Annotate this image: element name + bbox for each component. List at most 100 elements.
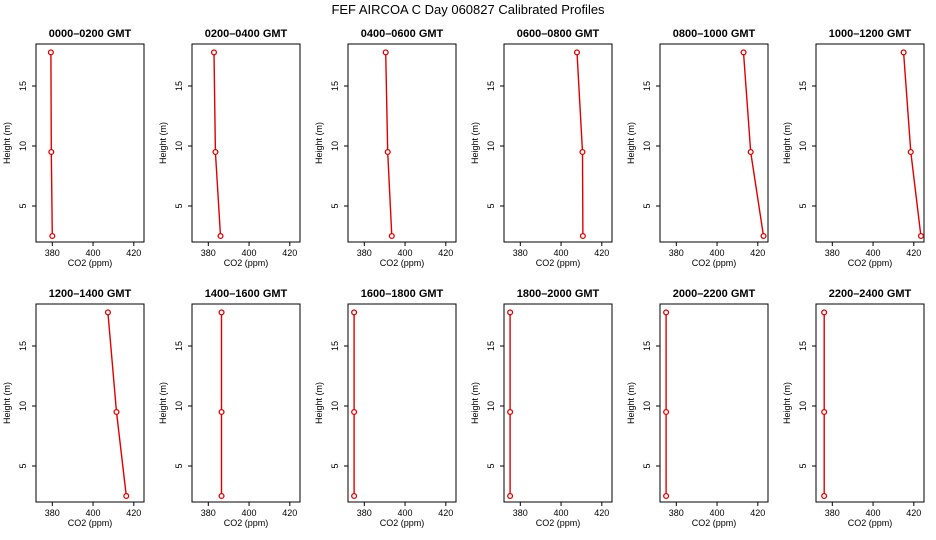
y-tick-label: 10 (486, 401, 496, 411)
y-tick-label: 15 (486, 341, 496, 351)
y-axis-label: Height (m) (626, 382, 636, 424)
profile-line (385, 52, 393, 237)
panel-title: 2000–2200 GMT (673, 288, 756, 300)
y-tick-label: 5 (798, 463, 808, 468)
y-tick-label: 15 (642, 81, 652, 91)
x-tick-label: 400 (86, 248, 101, 258)
panel-11: 2000–2200 GMT 380 400 420 5 10 15 CO2 (ppm) Heig… (626, 288, 769, 528)
profile-line (213, 52, 222, 237)
panel-7: 1200–1400 GMT 380 400 420 5 10 15 CO2 (ppm) Heig… (2, 288, 145, 528)
y-tick-label: 5 (330, 203, 340, 208)
x-tick-label: 380 (357, 248, 372, 258)
x-tick-label: 400 (398, 508, 413, 518)
y-tick-label: 10 (642, 141, 652, 151)
x-tick-label: 380 (45, 248, 60, 258)
profile-point (663, 309, 670, 316)
x-tick-label: 380 (201, 508, 216, 518)
panel-title: 1200–1400 GMT (49, 288, 132, 300)
plot-frame (503, 43, 613, 243)
profile-point (351, 492, 358, 500)
plot-frame (35, 303, 145, 503)
y-tick-label: 15 (798, 341, 808, 351)
y-tick-label: 15 (330, 81, 340, 91)
x-tick-label: 380 (45, 508, 60, 518)
y-axis-label: Height (m) (470, 382, 480, 424)
profile-point (49, 232, 56, 240)
panel-1: 0000–0200 GMT 380 400 420 5 10 15 CO2 (ppm) Heig… (2, 28, 145, 268)
x-tick-label: 420 (282, 248, 297, 258)
plot-frame (191, 43, 301, 243)
x-tick-label: 400 (710, 248, 725, 258)
profile-line (576, 52, 584, 237)
x-axis-label: CO2 (ppm) (848, 518, 893, 528)
x-axis-label: CO2 (ppm) (536, 258, 581, 268)
y-tick-label: 15 (18, 341, 28, 351)
panel-12: 2200–2400 GMT 380 400 420 5 10 15 CO2 (ppm) Heig… (782, 288, 925, 528)
profile-point (821, 492, 828, 500)
profile-point (212, 148, 219, 156)
profile-point (382, 49, 389, 56)
profile-line (107, 312, 127, 497)
panel-4: 0600–0800 GMT 380 400 420 5 10 15 CO2 (ppm) Heig… (470, 28, 613, 268)
profile-point (351, 309, 358, 316)
profile-point (663, 492, 670, 500)
profile-point (907, 148, 914, 156)
panel-9: 1600–1800 GMT 380 400 420 5 10 15 CO2 (ppm) Heig… (314, 288, 457, 528)
y-tick-label: 5 (486, 203, 496, 208)
y-tick-label: 10 (642, 401, 652, 411)
plot-frame (659, 43, 769, 243)
profile-point (217, 232, 224, 240)
profile-point (388, 232, 395, 240)
profile-point (917, 232, 924, 240)
panel-title: 0200–0400 GMT (205, 28, 288, 40)
x-tick-label: 420 (438, 508, 453, 518)
y-axis-label: Height (m) (2, 382, 12, 424)
profile-point (104, 309, 111, 316)
x-axis-label: CO2 (ppm) (380, 258, 425, 268)
x-axis-label: CO2 (ppm) (848, 258, 893, 268)
panel-title: 1600–1800 GMT (361, 288, 444, 300)
x-tick-label: 420 (750, 508, 765, 518)
x-tick-label: 420 (750, 248, 765, 258)
panel-title: 0000–0200 GMT (49, 28, 132, 40)
profile-point (579, 148, 586, 156)
profile-line (742, 52, 765, 237)
x-axis-label: CO2 (ppm) (68, 258, 113, 268)
y-tick-label: 15 (174, 341, 184, 351)
x-tick-label: 380 (825, 248, 840, 258)
x-tick-label: 420 (906, 508, 921, 518)
y-axis-label: Height (m) (158, 122, 168, 164)
plot-frame (503, 303, 613, 503)
profile-point (507, 408, 514, 416)
profile-point (663, 408, 670, 416)
x-tick-label: 420 (282, 508, 297, 518)
x-tick-label: 380 (201, 248, 216, 258)
plot-frame (347, 43, 457, 243)
y-tick-label: 10 (798, 401, 808, 411)
profile-point (210, 49, 218, 56)
y-tick-label: 10 (18, 141, 28, 151)
x-axis-label: CO2 (ppm) (68, 518, 113, 528)
plot-frame (815, 43, 925, 243)
profile-point (821, 408, 828, 416)
panel-title: 0800–1000 GMT (673, 28, 756, 40)
panel-8: 1400–1600 GMT 380 400 420 5 10 15 CO2 (ppm) Heig… (158, 288, 301, 528)
profile-point (48, 148, 55, 156)
x-tick-label: 400 (554, 248, 569, 258)
profile-point (218, 408, 225, 416)
x-tick-label: 420 (594, 508, 609, 518)
y-tick-label: 10 (486, 141, 496, 151)
y-axis-label: Height (m) (782, 122, 792, 164)
x-tick-label: 400 (866, 248, 881, 258)
y-tick-label: 10 (798, 141, 808, 151)
profile-point (47, 49, 54, 56)
x-tick-label: 380 (825, 508, 840, 518)
x-tick-label: 400 (242, 248, 257, 258)
y-axis-label: Height (m) (158, 382, 168, 424)
x-tick-label: 400 (710, 508, 725, 518)
y-tick-label: 15 (174, 81, 184, 91)
y-tick-label: 5 (642, 203, 652, 208)
profile-point (113, 408, 120, 416)
x-axis-label: CO2 (ppm) (692, 258, 737, 268)
y-axis-label: Height (m) (2, 122, 12, 164)
